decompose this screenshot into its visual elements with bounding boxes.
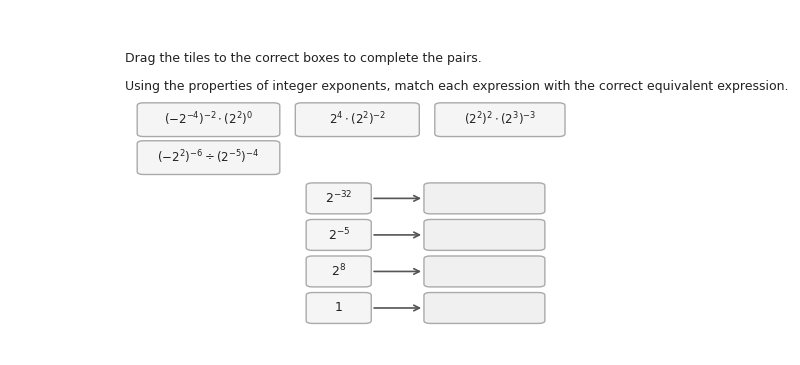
Text: $2^{-5}$: $2^{-5}$ — [327, 227, 350, 243]
FancyBboxPatch shape — [435, 103, 565, 137]
Text: $1$: $1$ — [334, 301, 343, 315]
FancyBboxPatch shape — [306, 256, 371, 287]
FancyBboxPatch shape — [306, 219, 371, 250]
Text: Using the properties of integer exponents, match each expression with the correc: Using the properties of integer exponent… — [125, 80, 788, 93]
Text: $(-2^{-4})^{-2} \cdot (2^2)^{0}$: $(-2^{-4})^{-2} \cdot (2^2)^{0}$ — [164, 111, 253, 128]
Text: $(-2^2)^{-6} \div (2^{-5})^{-4}$: $(-2^2)^{-6} \div (2^{-5})^{-4}$ — [158, 149, 260, 166]
FancyBboxPatch shape — [306, 292, 371, 323]
Text: $(2^2)^2 \cdot (2^3)^{-3}$: $(2^2)^2 \cdot (2^3)^{-3}$ — [464, 111, 536, 128]
FancyBboxPatch shape — [295, 103, 419, 137]
FancyBboxPatch shape — [306, 183, 371, 214]
FancyBboxPatch shape — [138, 141, 280, 174]
FancyBboxPatch shape — [424, 219, 545, 250]
FancyBboxPatch shape — [424, 256, 545, 287]
Text: Drag the tiles to the correct boxes to complete the pairs.: Drag the tiles to the correct boxes to c… — [125, 52, 482, 65]
FancyBboxPatch shape — [424, 183, 545, 214]
Text: $2^{-32}$: $2^{-32}$ — [325, 190, 353, 207]
Text: $2^4 \cdot (2^2)^{-2}$: $2^4 \cdot (2^2)^{-2}$ — [329, 111, 386, 128]
FancyBboxPatch shape — [138, 103, 280, 137]
Text: $2^8$: $2^8$ — [331, 263, 346, 280]
FancyBboxPatch shape — [424, 292, 545, 323]
